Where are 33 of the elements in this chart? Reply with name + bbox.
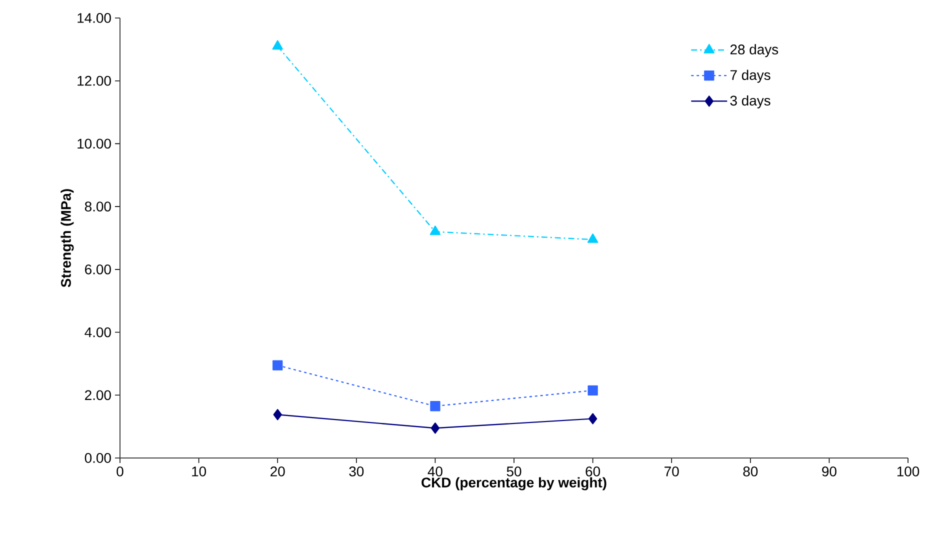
point bbox=[430, 226, 441, 236]
x-tick-label: 80 bbox=[743, 466, 758, 476]
y-tick-label: 2.00 bbox=[85, 390, 111, 400]
x-tick-label: 90 bbox=[822, 466, 836, 476]
x-tick-label: 70 bbox=[664, 466, 679, 476]
x-tick-label: 100 bbox=[897, 466, 920, 476]
legend-label: 28 days bbox=[730, 44, 778, 58]
x-axis-title: CKD (percentage by weight) bbox=[422, 477, 606, 490]
y-axis-title: Strength (MPa) bbox=[60, 189, 74, 288]
legend-label: 3 days bbox=[730, 95, 770, 108]
point bbox=[587, 233, 598, 243]
x-tick-label: 50 bbox=[506, 466, 522, 476]
x-tick-label: 30 bbox=[349, 466, 364, 476]
y-tick-label: 6.00 bbox=[85, 264, 111, 274]
point bbox=[588, 385, 598, 396]
x-tick-label: 20 bbox=[270, 466, 285, 476]
point bbox=[273, 409, 282, 420]
x-tick-label: 40 bbox=[428, 466, 442, 476]
point bbox=[430, 422, 440, 434]
x-tick-label: 0 bbox=[116, 466, 124, 476]
y-tick-label: 12.00 bbox=[78, 76, 111, 86]
y-tick-label: 10.00 bbox=[78, 138, 111, 149]
y-tick-label: 0.00 bbox=[84, 453, 111, 463]
y-tick-label: 4.00 bbox=[84, 327, 111, 338]
legend-label: 7 days bbox=[730, 70, 770, 83]
y-tick-label: 14.00 bbox=[78, 13, 111, 23]
point bbox=[272, 40, 283, 50]
x-tick-label: 60 bbox=[586, 466, 600, 476]
y-tick-label: 8.00 bbox=[84, 202, 111, 212]
x-tick-label: 10 bbox=[192, 466, 206, 476]
point bbox=[430, 401, 440, 412]
point bbox=[272, 360, 283, 370]
point bbox=[588, 413, 598, 424]
